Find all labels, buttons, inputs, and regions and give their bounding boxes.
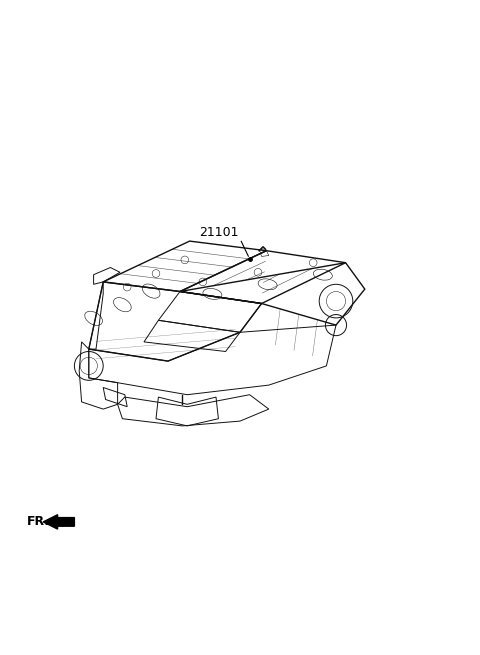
- Text: FR.: FR.: [26, 515, 49, 529]
- FancyArrow shape: [43, 515, 74, 529]
- Text: 21101: 21101: [199, 226, 238, 238]
